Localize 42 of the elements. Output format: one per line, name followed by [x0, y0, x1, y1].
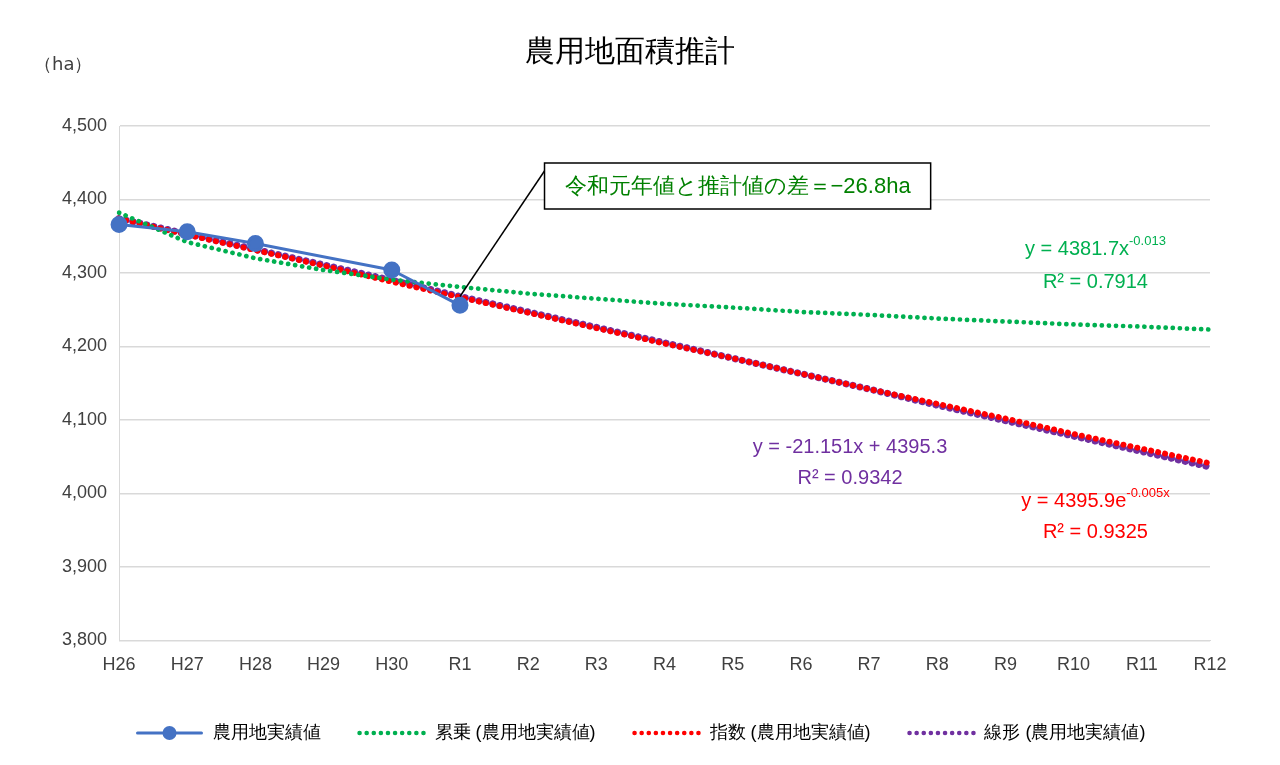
point [246, 235, 264, 253]
point [178, 223, 196, 241]
x-tick-label: R11 [1125, 654, 1158, 675]
y-tick-label: 4,200 [62, 335, 108, 356]
x-tick-label: R12 [1193, 654, 1227, 675]
y-axis-title: （ha） [34, 52, 93, 76]
chart-title: 農用地面積推計 [525, 34, 735, 68]
annotation: y = -21.151x + 4395.3 [752, 435, 948, 458]
legend-label: 農用地実績値 [212, 721, 321, 742]
x-tick-label: H28 [238, 654, 272, 675]
y-tick-label: 3,900 [62, 555, 108, 576]
x-tick-label: H27 [170, 654, 204, 675]
x-tick-label: R6 [789, 654, 813, 675]
y-tick-label: 4,300 [62, 261, 108, 282]
line-series [116, 210, 1213, 332]
point [110, 215, 128, 233]
y-tick-label: 4,100 [62, 408, 108, 429]
x-tick-label: R4 [653, 654, 677, 675]
x-tick-label: R5 [721, 654, 745, 675]
legend-label: 累乗 (農用地実績値) [434, 721, 596, 742]
x-tick-label: R8 [925, 654, 949, 675]
x-tick-label: H29 [307, 654, 341, 675]
annotation: 令和元年値と推計値の差＝−26.8ha [564, 173, 912, 199]
y-tick-label: 4,400 [62, 188, 108, 209]
y-tick-label: 4,500 [62, 114, 108, 135]
x-tick-label: H30 [375, 654, 409, 675]
x-tick-label: R3 [584, 654, 608, 675]
x-tick-label: R9 [993, 654, 1017, 675]
y-tick-label: 4,000 [62, 482, 108, 503]
annotation: R² = 0.9325 [1042, 519, 1148, 542]
x-tick-label: R2 [516, 654, 540, 675]
x-tick-label: H26 [102, 654, 136, 675]
annotation: R² = 0.9342 [797, 465, 903, 488]
x-tick-label: R1 [448, 654, 472, 675]
annotation: R² = 0.7914 [1042, 270, 1148, 293]
legend-label: 指数 (農用地実績値) [708, 721, 871, 742]
x-tick-label: R7 [857, 654, 881, 675]
legend-label: 線形 (農用地実績値) [983, 721, 1146, 742]
x-tick-label: R10 [1057, 654, 1091, 675]
point [383, 261, 401, 279]
point [451, 296, 469, 314]
y-tick-label: 3,800 [62, 629, 108, 650]
